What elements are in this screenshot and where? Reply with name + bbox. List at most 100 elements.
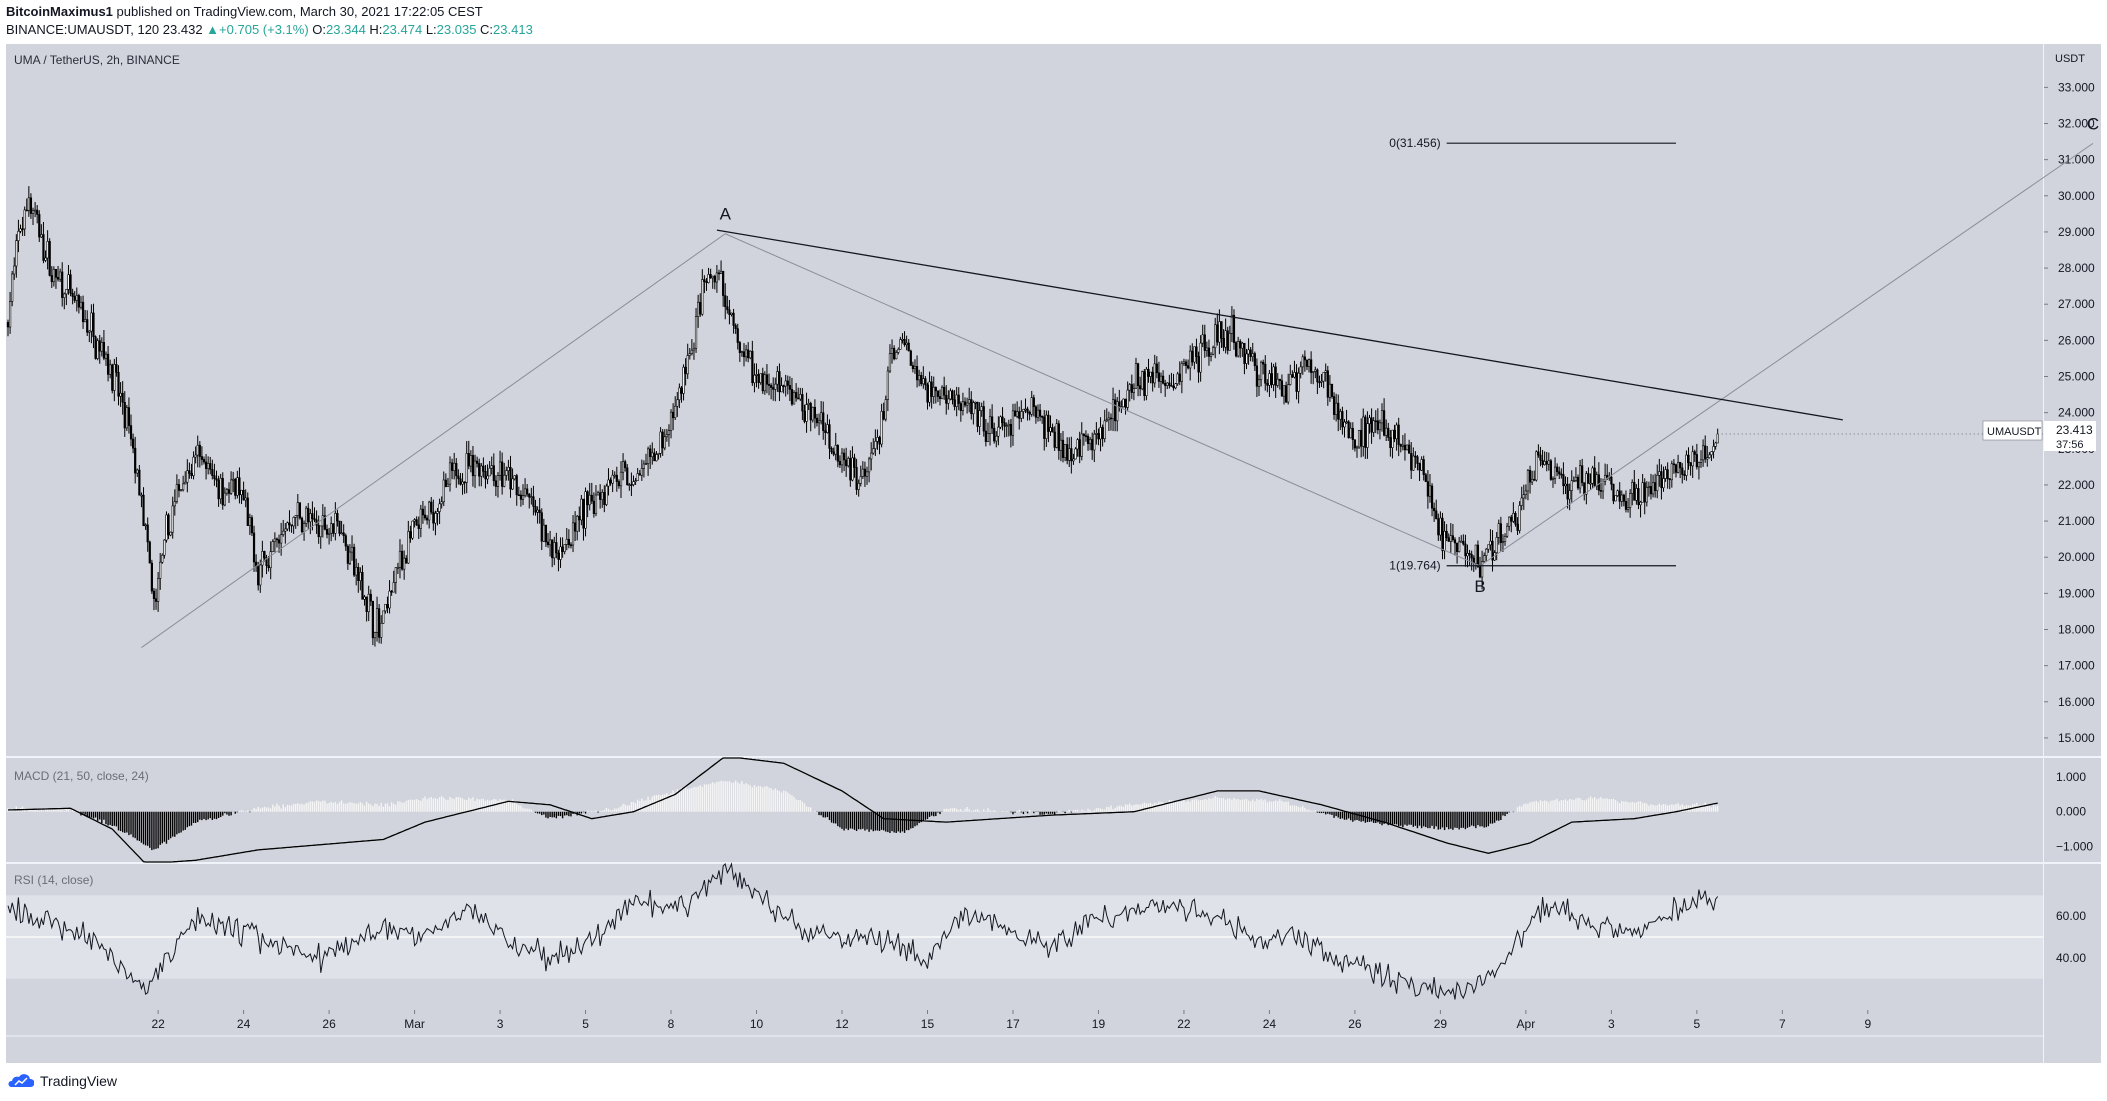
candle[interactable] — [747, 342, 750, 363]
candle[interactable] — [284, 523, 287, 544]
candle[interactable] — [592, 492, 595, 518]
candle[interactable] — [171, 496, 174, 539]
candle[interactable] — [845, 447, 848, 477]
candle[interactable] — [1449, 523, 1452, 553]
candle[interactable] — [1566, 477, 1569, 509]
candle[interactable] — [582, 498, 585, 541]
candle[interactable] — [1182, 358, 1186, 367]
candle[interactable] — [1001, 407, 1004, 431]
candle[interactable] — [903, 331, 906, 347]
candle[interactable] — [442, 471, 445, 507]
candle[interactable] — [192, 451, 195, 480]
candle[interactable] — [1126, 381, 1129, 412]
candle[interactable] — [1676, 454, 1680, 474]
candle[interactable] — [1368, 414, 1371, 434]
candle[interactable] — [19, 224, 22, 234]
candle[interactable] — [1170, 372, 1173, 387]
candle[interactable] — [292, 516, 295, 534]
candle[interactable] — [717, 269, 721, 281]
candle[interactable] — [1045, 410, 1048, 447]
candle[interactable] — [601, 489, 604, 508]
candle[interactable] — [1057, 420, 1060, 460]
candle[interactable] — [1405, 444, 1409, 451]
candle[interactable] — [56, 265, 60, 282]
candle[interactable] — [774, 377, 777, 402]
candle[interactable] — [603, 485, 606, 513]
candle[interactable] — [1662, 466, 1665, 492]
candle[interactable] — [820, 401, 823, 425]
candle[interactable] — [688, 347, 691, 360]
candle[interactable] — [928, 371, 931, 407]
candle[interactable] — [1568, 483, 1571, 511]
candle[interactable] — [705, 277, 708, 291]
candle[interactable] — [1051, 423, 1054, 433]
candle[interactable] — [163, 539, 166, 559]
candle[interactable] — [528, 493, 531, 509]
candle[interactable] — [567, 529, 570, 549]
candle[interactable] — [1553, 457, 1557, 485]
candle[interactable] — [817, 413, 821, 436]
candle[interactable] — [1631, 479, 1634, 506]
candle[interactable] — [1070, 436, 1073, 474]
candle[interactable] — [501, 452, 504, 495]
candle[interactable] — [305, 505, 308, 528]
candle[interactable] — [1589, 473, 1592, 490]
candle[interactable] — [425, 515, 429, 525]
candle[interactable] — [991, 404, 994, 435]
candle[interactable] — [286, 521, 289, 532]
candle[interactable] — [1047, 410, 1050, 443]
candle[interactable] — [1545, 452, 1548, 472]
candle[interactable] — [682, 364, 685, 401]
candle[interactable] — [1216, 313, 1219, 346]
candle[interactable] — [1495, 532, 1498, 561]
candle[interactable] — [776, 366, 779, 392]
candle[interactable] — [1560, 468, 1563, 479]
candle[interactable] — [115, 357, 118, 377]
candle[interactable] — [144, 523, 147, 530]
candle[interactable] — [313, 507, 316, 523]
candle[interactable] — [269, 541, 272, 580]
candle[interactable] — [146, 517, 149, 552]
candle[interactable] — [1297, 367, 1300, 404]
candle[interactable] — [1101, 424, 1104, 447]
candle[interactable] — [1130, 374, 1133, 399]
candle[interactable] — [1670, 460, 1673, 488]
candle[interactable] — [513, 475, 516, 481]
candle[interactable] — [36, 205, 39, 224]
candle[interactable] — [655, 451, 658, 462]
candle[interactable] — [697, 294, 700, 328]
candle[interactable] — [557, 549, 560, 572]
candle[interactable] — [959, 401, 962, 422]
candle[interactable] — [455, 458, 458, 488]
candle[interactable] — [1378, 419, 1382, 440]
candle[interactable] — [86, 310, 89, 336]
candle[interactable] — [913, 359, 917, 374]
candle[interactable] — [1091, 432, 1094, 460]
candle[interactable] — [765, 364, 769, 394]
candle[interactable] — [252, 525, 256, 572]
candle[interactable] — [1433, 502, 1436, 522]
candle[interactable] — [1151, 366, 1154, 392]
candle[interactable] — [778, 363, 781, 402]
candle[interactable] — [805, 392, 808, 433]
candle[interactable] — [1556, 463, 1559, 476]
candle[interactable] — [1514, 511, 1517, 527]
candle[interactable] — [407, 520, 410, 564]
candle[interactable] — [767, 373, 771, 396]
candle[interactable] — [46, 230, 49, 270]
candle[interactable] — [1408, 439, 1411, 454]
candle[interactable] — [1685, 450, 1688, 481]
candle[interactable] — [73, 291, 76, 303]
candle[interactable] — [1633, 469, 1636, 501]
candle[interactable] — [890, 339, 894, 364]
candle[interactable] — [1043, 410, 1046, 451]
candle[interactable] — [1020, 400, 1023, 423]
candle[interactable] — [330, 516, 333, 542]
candle[interactable] — [1618, 482, 1621, 510]
candle[interactable] — [640, 459, 643, 481]
candle[interactable] — [724, 283, 727, 320]
candle[interactable] — [1347, 420, 1350, 439]
candle[interactable] — [1549, 459, 1552, 481]
candle[interactable] — [213, 463, 216, 486]
candle[interactable] — [142, 487, 145, 527]
